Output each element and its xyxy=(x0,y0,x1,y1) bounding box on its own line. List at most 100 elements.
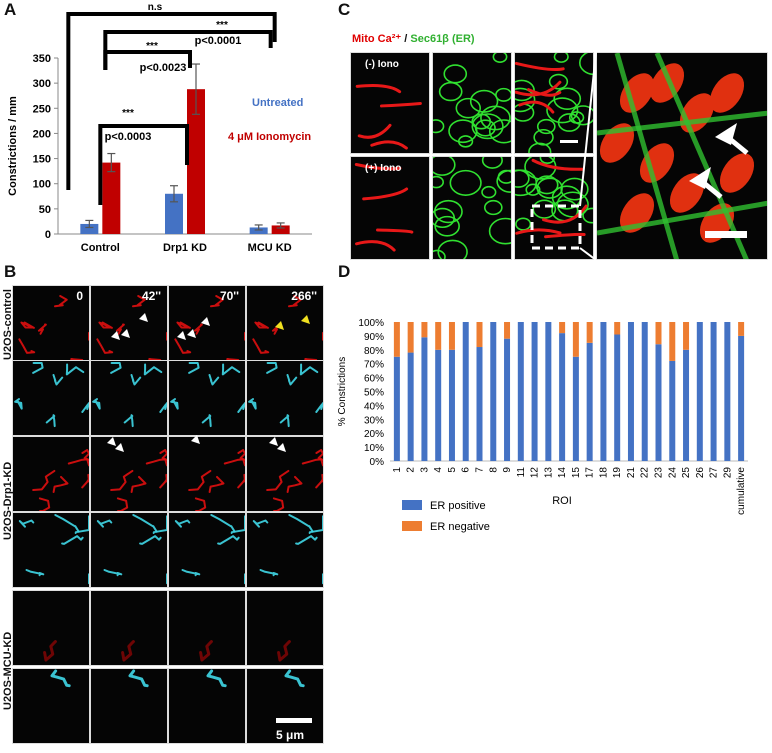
mito-strand xyxy=(139,535,162,545)
bar-er-negative xyxy=(476,322,483,348)
x-tick-label: 1 xyxy=(392,467,403,473)
bar-er-negative xyxy=(614,322,621,335)
timelapse-tile xyxy=(246,436,324,512)
er-network xyxy=(539,157,556,165)
mito-strand xyxy=(54,295,68,308)
mito-strand xyxy=(223,458,245,467)
bar-er-negative xyxy=(586,322,593,343)
timelapse-tile xyxy=(246,360,324,436)
y-tick-label: 20% xyxy=(364,429,384,440)
timelapse-tile xyxy=(90,590,168,666)
mito-strand xyxy=(288,514,314,533)
y-tick-label: 40% xyxy=(364,401,384,412)
tile-image xyxy=(248,362,323,428)
er-network xyxy=(536,118,556,135)
bar-er-negative xyxy=(407,322,414,353)
y-tick-label: 30% xyxy=(364,415,384,426)
y-tick-label: 0% xyxy=(370,457,385,468)
mito-strand xyxy=(148,358,162,360)
er-network xyxy=(528,142,552,153)
bar-er-positive xyxy=(559,333,566,461)
annotation-ns: n.s xyxy=(148,2,163,13)
x-tick-label: 6 xyxy=(461,467,472,473)
bar-er-positive xyxy=(462,322,469,461)
er-tubule xyxy=(597,200,767,236)
bar-er-positive xyxy=(586,342,593,461)
scale-bar-label: 5 μm xyxy=(276,728,305,742)
bar-er-positive xyxy=(476,347,483,461)
tile-image xyxy=(515,53,593,153)
tile-image xyxy=(433,53,511,148)
x-tick-label: 19 xyxy=(612,467,623,479)
mito-strand xyxy=(208,475,225,493)
bar-er-negative xyxy=(393,322,400,357)
mito-strand xyxy=(181,569,201,577)
bar-er-negative xyxy=(683,322,690,350)
bar-er-positive xyxy=(407,352,414,461)
mito-strand xyxy=(37,323,47,335)
pointer-arrow xyxy=(187,329,196,338)
mito-strand xyxy=(52,475,69,493)
er-network xyxy=(553,53,569,63)
pointer-arrow xyxy=(121,329,130,338)
tile-image xyxy=(355,84,422,150)
legend-ionomycin: 4 μM Ionomycin xyxy=(228,131,311,143)
mito-strand xyxy=(159,402,167,413)
zoom-scale-bar xyxy=(705,231,747,238)
mito-strand xyxy=(110,362,122,374)
mito-strand xyxy=(145,458,167,467)
mito-strand xyxy=(32,469,56,491)
mito-strand xyxy=(103,569,123,577)
bar-er-negative xyxy=(435,322,442,350)
pointer-arrow xyxy=(301,315,310,324)
y-tick-label: 50 xyxy=(39,204,51,216)
x-tick-label: 26 xyxy=(695,467,706,479)
y-tick-label: 100 xyxy=(33,179,51,191)
mito-strand xyxy=(248,398,257,410)
tile-image xyxy=(50,669,71,688)
y-tick-label: 350 xyxy=(33,53,51,65)
er-mito-tile: (+) Iono xyxy=(350,156,430,260)
er-tubule xyxy=(614,53,680,259)
mito-strand xyxy=(259,569,279,577)
pointer-arrow xyxy=(191,435,200,444)
bar-er-positive xyxy=(738,335,745,461)
bar-er-positive xyxy=(724,322,731,461)
bar-er-positive xyxy=(641,322,648,461)
mito-strand xyxy=(252,519,269,528)
mito-strand xyxy=(531,158,585,171)
bar-untreated xyxy=(165,193,183,234)
bar-er-positive xyxy=(572,356,579,461)
mito-strand xyxy=(217,535,240,545)
mito-strand xyxy=(362,187,409,201)
x-tick-label: 3 xyxy=(419,467,430,473)
tile-image xyxy=(32,449,89,511)
tile-image xyxy=(252,514,323,585)
tile-image xyxy=(43,640,57,662)
timelapse-tile xyxy=(12,668,90,744)
mito-strand xyxy=(193,323,203,335)
mito-strand xyxy=(194,497,207,511)
timelapse-tile xyxy=(168,512,246,588)
mito-strand xyxy=(286,374,298,386)
x-tick-label: 14 xyxy=(557,467,568,479)
mito-strand xyxy=(544,232,586,239)
bar-er-negative xyxy=(738,322,745,336)
tile-image xyxy=(170,362,245,428)
x-tick-label: 13 xyxy=(543,467,554,479)
tile-image xyxy=(121,640,135,662)
bar-er-positive xyxy=(545,322,552,461)
er-network xyxy=(570,105,593,126)
er-network xyxy=(433,175,444,189)
er-network xyxy=(546,97,579,124)
annotation-stars-3: *** xyxy=(122,108,134,119)
mito-strand xyxy=(54,514,80,533)
scale-bar xyxy=(560,140,578,143)
timelapse-tile xyxy=(168,590,246,666)
mito-strand xyxy=(121,640,135,662)
mito-strand xyxy=(254,321,269,329)
x-tick-label: 9 xyxy=(502,467,513,473)
tile-image xyxy=(277,640,291,662)
